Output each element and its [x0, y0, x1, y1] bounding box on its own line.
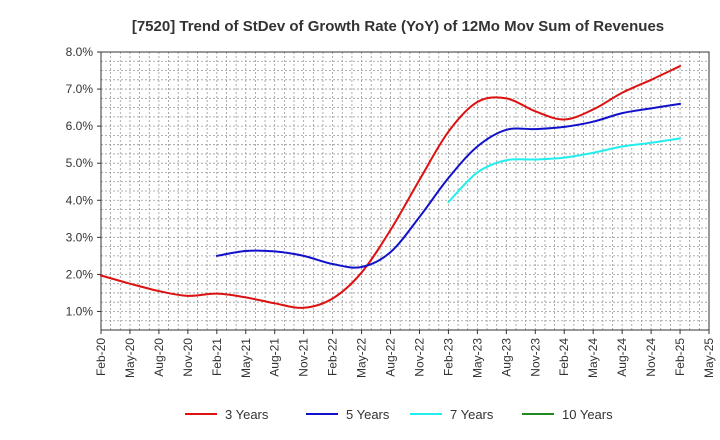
legend-label-5-years: 5 Years [346, 407, 390, 422]
series-line-7-years [447, 137, 682, 204]
x-tick-label: May-25 [702, 338, 716, 378]
x-tick-label: May-23 [470, 338, 484, 378]
x-tick-label: Nov-22 [412, 338, 426, 377]
x-tick-label: Aug-23 [499, 338, 513, 377]
x-tick-label: Feb-25 [673, 338, 687, 376]
x-tick-label: May-20 [123, 338, 137, 378]
legend-label-3-years: 3 Years [225, 407, 269, 422]
x-tick-label: Feb-22 [326, 338, 340, 376]
x-tick-label: Nov-24 [644, 338, 658, 377]
y-tick-label: 4.0% [66, 193, 94, 207]
legend-label-10-years: 10 Years [562, 407, 613, 422]
x-tick-label: Feb-21 [210, 338, 224, 376]
x-tick-label: Aug-20 [152, 338, 166, 377]
x-tick-label: Aug-21 [268, 338, 282, 377]
x-tick-label: Nov-20 [181, 338, 195, 377]
y-tick-label: 1.0% [66, 304, 94, 318]
x-tick-label: Nov-21 [297, 338, 311, 377]
series-layer [100, 65, 682, 309]
x-tick-label: May-22 [355, 338, 369, 378]
x-tick-label: Aug-22 [384, 338, 398, 377]
plot-area-border [100, 51, 710, 331]
x-tick-label: May-24 [586, 338, 600, 378]
legend: 3 Years 5 Years 7 Years 10 Years [185, 407, 613, 422]
series-line-3-years [100, 65, 682, 309]
chart-title: [7520] Trend of StDev of Growth Rate (Yo… [132, 18, 664, 35]
y-tick-label: 7.0% [66, 82, 94, 96]
axis-layer: 1.0% 2.0% 3.0% 4.0% 5.0% 6.0% 7.0% 8.0% Feb-20 Ma… [66, 45, 716, 378]
y-tick-label: 3.0% [66, 230, 94, 244]
series-line-5-years [215, 102, 682, 269]
x-tick-label: Feb-20 [94, 338, 108, 376]
x-tick-label: Aug-24 [615, 338, 629, 377]
x-tick-label: Feb-24 [557, 338, 571, 376]
y-tick-label: 5.0% [66, 156, 94, 170]
x-tick-label: May-21 [239, 338, 253, 378]
legend-label-7-years: 7 Years [450, 407, 494, 422]
grid-layer [100, 51, 710, 331]
x-tick-label: Feb-23 [441, 338, 455, 376]
y-tick-label: 8.0% [66, 45, 94, 59]
x-tick-label: Nov-23 [528, 338, 542, 377]
y-tick-label: 2.0% [66, 267, 94, 281]
y-tick-label: 6.0% [66, 119, 94, 133]
